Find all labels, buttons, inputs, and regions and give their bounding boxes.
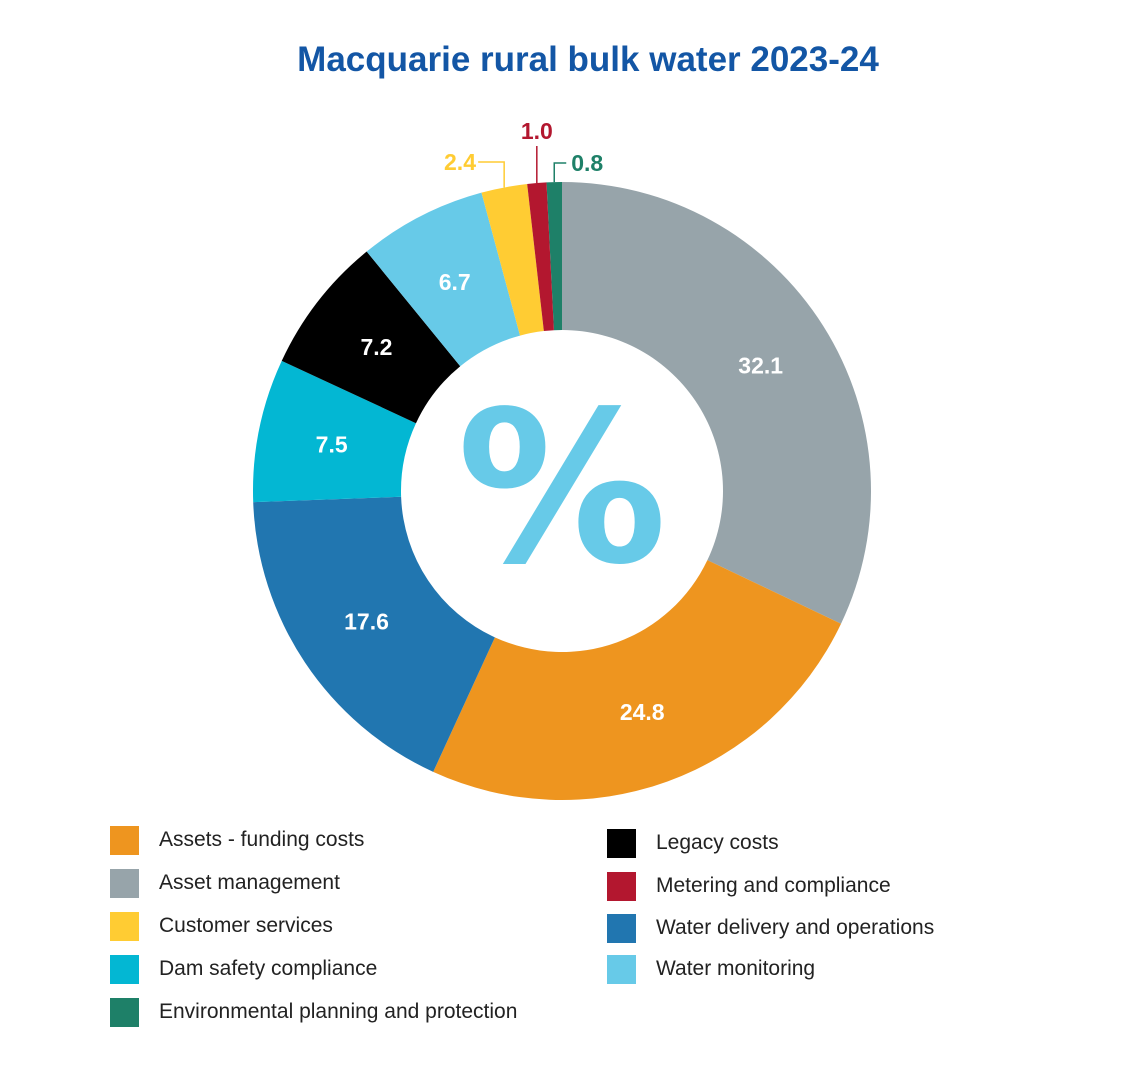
- leader-line-customer-services: [478, 161, 505, 188]
- donut-chart: 0.8 32.1 24.8 17.6 7.5 7.2 6.7 2.4 1.0%: [253, 118, 872, 800]
- legend-swatch: [607, 828, 636, 858]
- slice-customer-services: [481, 183, 544, 336]
- legend-swatch: [110, 868, 139, 898]
- slice-water-delivery-and-operations: [253, 496, 495, 772]
- legend-label: Asset management: [159, 871, 340, 894]
- data-label-water-delivery-and-operations: 17.6: [344, 608, 389, 634]
- legend-swatch: [607, 954, 636, 984]
- legend-item-assets-funding-costs: Assets - funding costs: [110, 825, 364, 855]
- legend-item-dam-safety-compliance: Dam safety compliance: [110, 954, 377, 984]
- data-label-assets-funding-costs: 24.8: [620, 699, 665, 725]
- legend-item-water-monitoring: Water monitoring: [607, 954, 815, 984]
- legend-label: Water delivery and operations: [656, 916, 935, 939]
- legend-item-metering-and-compliance: Metering and compliance: [607, 871, 891, 901]
- data-label-water-monitoring: 6.7: [439, 269, 471, 295]
- slice-assets-funding-costs: [433, 560, 842, 800]
- legend-label: Customer services: [159, 914, 333, 937]
- data-label-legacy-costs: 7.2: [360, 334, 392, 360]
- slice-water-monitoring: [366, 192, 521, 367]
- legend-label: Water monitoring: [656, 957, 816, 980]
- legend-item-legacy-costs: Legacy costs: [607, 828, 779, 858]
- data-label-metering-and-compliance: 1.0: [521, 118, 553, 144]
- legend-swatch: [607, 871, 636, 901]
- legend-label: Dam safety compliance: [159, 957, 378, 980]
- leader-line-environmental-planning-and-protection: [553, 162, 567, 183]
- data-label-environmental-planning-and-protection: 0.8: [571, 150, 603, 176]
- legend-swatch: [110, 911, 139, 941]
- chart-title: Macquarie rural bulk water 2023-24: [297, 40, 879, 79]
- legend-label: Metering and compliance: [656, 874, 891, 897]
- legend-item-asset-management: Asset management: [110, 868, 340, 898]
- legend-label: Assets - funding costs: [159, 828, 365, 851]
- legend-item-customer-services: Customer services: [110, 911, 333, 941]
- legend: Assets - funding costs Asset management …: [110, 822, 1010, 1042]
- slice-dam-safety-compliance: [253, 360, 416, 503]
- legend-swatch: [110, 954, 139, 984]
- slice-legacy-costs: [281, 251, 461, 424]
- data-label-asset-management: 32.1: [738, 353, 783, 379]
- slice-metering-and-compliance: [527, 182, 554, 332]
- legend-swatch: [607, 913, 636, 943]
- slice-environmental-planning-and-protection: [546, 182, 562, 331]
- slice-asset-management: [562, 182, 872, 624]
- legend-item-water-delivery-and-operations: Water delivery and operations: [607, 913, 934, 943]
- data-label-customer-services: 2.4: [444, 149, 476, 175]
- data-label-dam-safety-compliance: 7.5: [316, 431, 348, 457]
- legend-label: Legacy costs: [656, 831, 779, 854]
- percent-icon: %: [457, 366, 667, 611]
- legend-item-environmental-planning: Environmental planning and protection: [110, 997, 517, 1027]
- legend-swatch: [110, 825, 139, 855]
- legend-label: Environmental planning and protection: [159, 1000, 518, 1023]
- legend-swatch: [110, 997, 139, 1027]
